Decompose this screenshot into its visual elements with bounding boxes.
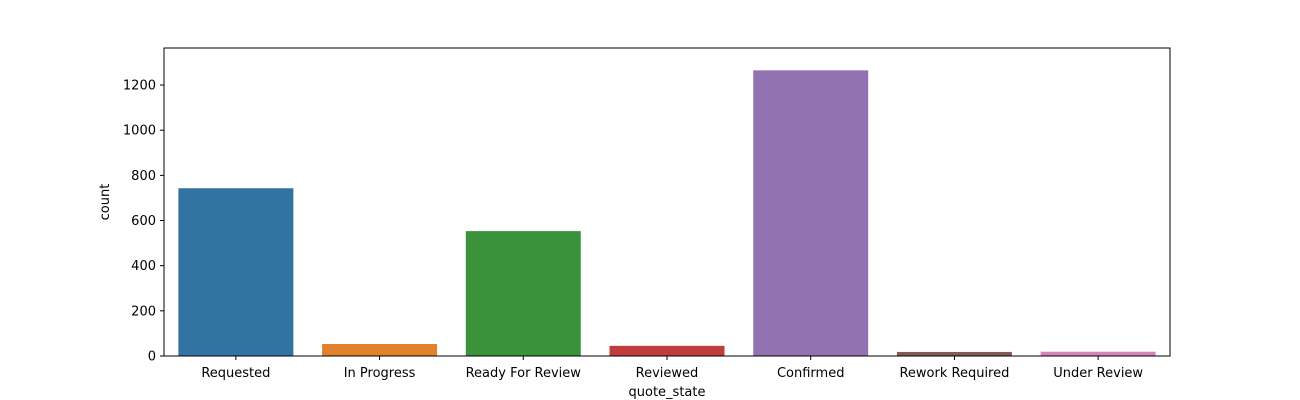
x-axis-label: quote_state (629, 385, 706, 400)
bar-ready-for-review (465, 231, 581, 356)
bar-under-review (1040, 351, 1156, 356)
y-tick-label: 600 (131, 214, 156, 229)
y-tick-label: 800 (131, 169, 156, 184)
y-tick-label: 1200 (123, 79, 156, 94)
y-tick-label: 400 (131, 259, 156, 274)
x-tick-label: Rework Required (899, 366, 1009, 381)
bar-requested (178, 188, 294, 356)
y-axis-ticks: 0 200 400 600 800 1000 1200 (123, 79, 164, 365)
y-tick-label: 200 (131, 304, 156, 319)
bars-group (178, 70, 1156, 357)
x-axis-ticks: Requested In Progress Ready For Review Revi… (201, 356, 1143, 381)
x-tick-label: Ready For Review (466, 366, 582, 381)
bar-confirmed (753, 70, 869, 357)
x-tick-label: Reviewed (636, 366, 699, 381)
plot-frame (163, 47, 1171, 357)
bar-reviewed (609, 345, 725, 356)
x-tick-label: Under Review (1053, 366, 1143, 381)
y-tick-label: 0 (148, 350, 156, 365)
bar-in-progress (322, 344, 438, 356)
y-axis-label: count (98, 184, 113, 221)
bar-rework-required (896, 351, 1012, 356)
x-tick-label: Requested (201, 366, 270, 381)
x-tick-label: Confirmed (777, 366, 845, 381)
y-tick-label: 1000 (123, 124, 156, 139)
x-tick-label: In Progress (344, 366, 416, 381)
